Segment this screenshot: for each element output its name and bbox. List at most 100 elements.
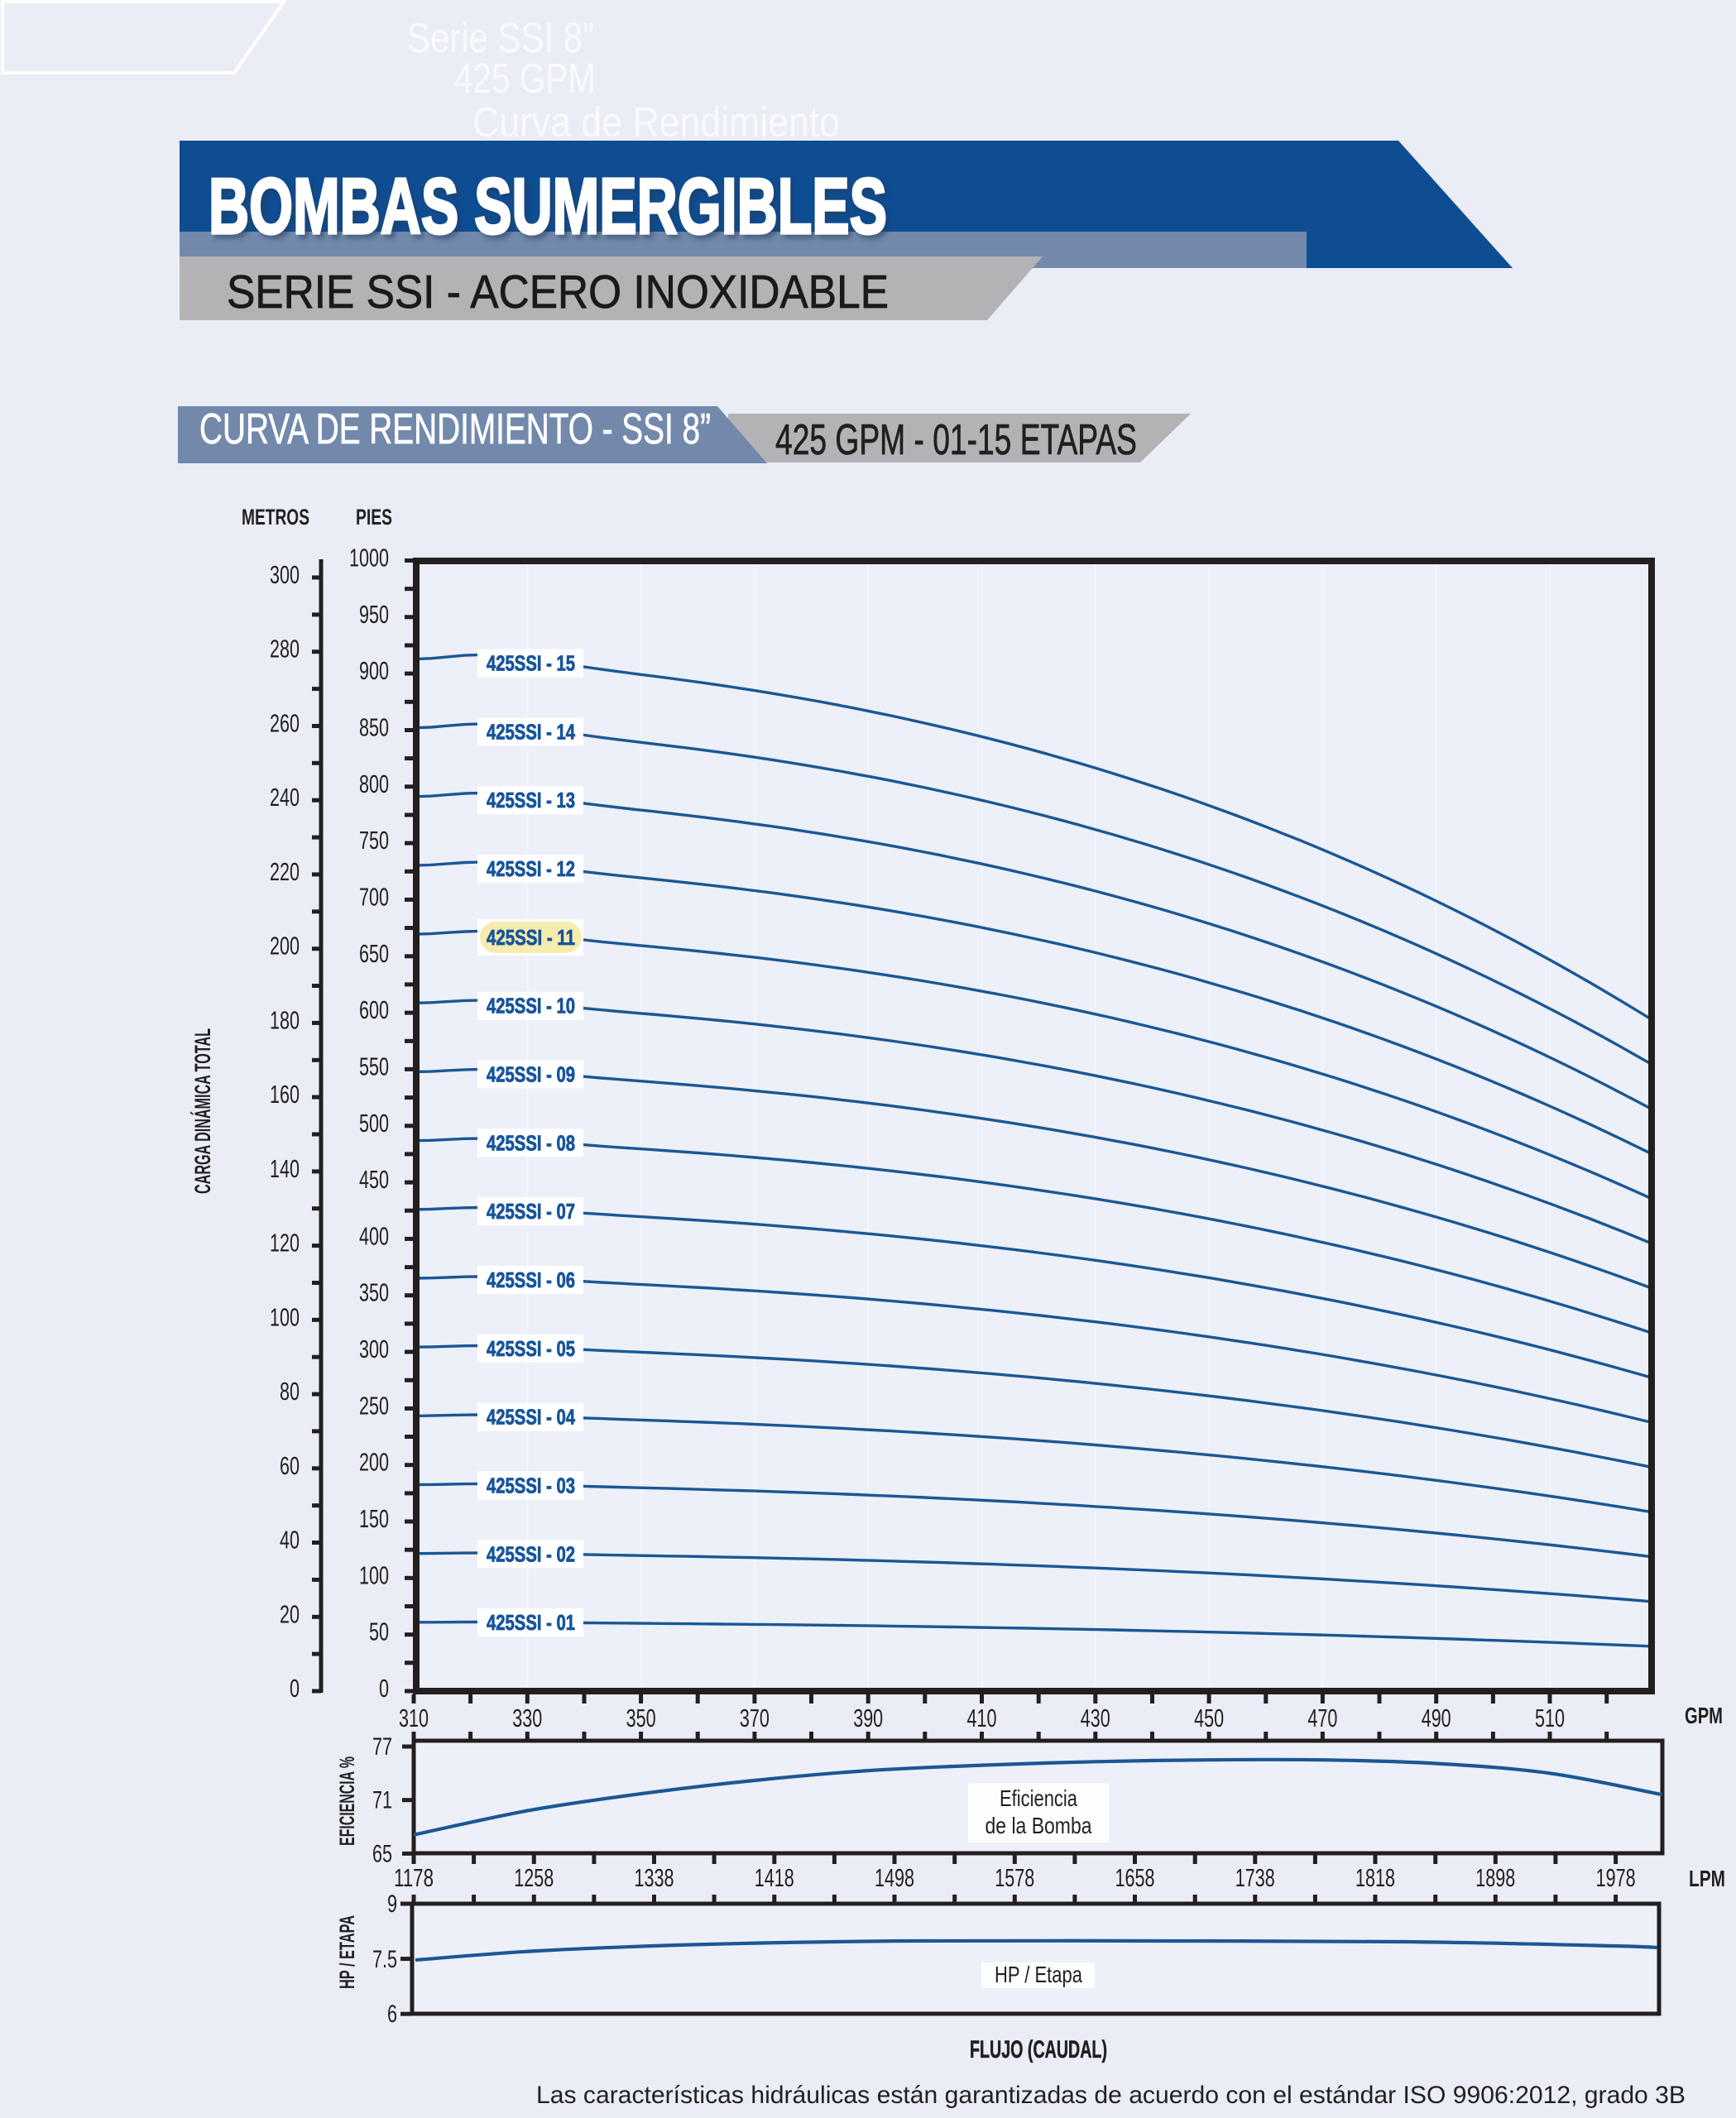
svg-text:150: 150: [359, 1504, 389, 1533]
svg-text:0: 0: [379, 1674, 389, 1703]
svg-text:425SSI - 05: 425SSI - 05: [487, 1336, 575, 1361]
svg-text:425SSI - 09: 425SSI - 09: [487, 1062, 575, 1087]
svg-text:80: 80: [280, 1377, 300, 1406]
svg-text:1578: 1578: [995, 1863, 1034, 1892]
svg-text:330: 330: [512, 1704, 542, 1732]
svg-text:HP / Etapa: HP / Etapa: [995, 1962, 1082, 1987]
svg-text:200: 200: [270, 932, 300, 961]
svg-text:750: 750: [359, 826, 389, 855]
svg-text:450: 450: [1194, 1704, 1224, 1732]
svg-text:120: 120: [270, 1229, 300, 1258]
svg-text:650: 650: [359, 939, 389, 968]
svg-text:350: 350: [626, 1704, 656, 1732]
svg-text:425 GPM: 425 GPM: [454, 55, 596, 102]
svg-text:1898: 1898: [1475, 1863, 1515, 1892]
svg-text:220: 220: [270, 857, 300, 886]
svg-text:CARGA DINÁMICA TOTAL: CARGA DINÁMICA TOTAL: [189, 1028, 215, 1194]
svg-text:de la Bomba: de la Bomba: [985, 1813, 1092, 1838]
svg-text:450: 450: [359, 1165, 389, 1194]
svg-text:FLUJO (CAUDAL): FLUJO (CAUDAL): [970, 2036, 1107, 2063]
svg-text:350: 350: [359, 1278, 389, 1307]
svg-text:900: 900: [359, 656, 389, 685]
svg-text:180: 180: [270, 1005, 300, 1034]
svg-text:425SSI - 13: 425SSI - 13: [487, 788, 575, 812]
svg-text:800: 800: [359, 769, 389, 798]
svg-text:500: 500: [359, 1109, 389, 1138]
svg-text:400: 400: [359, 1221, 389, 1250]
svg-text:100: 100: [359, 1560, 389, 1589]
svg-text:430: 430: [1081, 1704, 1110, 1732]
svg-text:390: 390: [853, 1704, 883, 1732]
svg-text:1418: 1418: [755, 1863, 794, 1892]
svg-text:Eficiencia: Eficiencia: [1000, 1785, 1077, 1811]
svg-text:9: 9: [387, 1890, 397, 1918]
svg-text:LPM: LPM: [1689, 1866, 1725, 1891]
svg-text:1498: 1498: [875, 1863, 914, 1892]
svg-text:100: 100: [270, 1302, 300, 1331]
svg-text:77: 77: [372, 1733, 392, 1761]
svg-text:425SSI - 10: 425SSI - 10: [487, 994, 575, 1018]
svg-text:PIES: PIES: [356, 505, 392, 530]
svg-text:850: 850: [359, 713, 389, 742]
svg-text:160: 160: [270, 1080, 300, 1109]
svg-text:425SSI - 15: 425SSI - 15: [487, 651, 575, 676]
svg-text:310: 310: [399, 1704, 429, 1732]
svg-text:6: 6: [387, 2001, 397, 2028]
svg-text:490: 490: [1422, 1704, 1451, 1732]
svg-text:425SSI - 08: 425SSI - 08: [487, 1130, 575, 1155]
svg-text:950: 950: [359, 600, 389, 629]
svg-text:1178: 1178: [394, 1863, 434, 1892]
svg-text:425SSI - 01: 425SSI - 01: [487, 1610, 575, 1635]
svg-text:425SSI - 04: 425SSI - 04: [487, 1405, 575, 1430]
svg-text:1658: 1658: [1115, 1863, 1155, 1892]
svg-text:CURVA DE RENDIMIENTO - SSI 8”: CURVA DE RENDIMIENTO - SSI 8”: [199, 405, 711, 453]
svg-text:600: 600: [359, 995, 389, 1024]
svg-text:Serie SSI 8”: Serie SSI 8”: [407, 14, 594, 61]
svg-text:65: 65: [372, 1840, 392, 1867]
svg-text:GPM: GPM: [1685, 1703, 1723, 1728]
svg-text:425SSI - 02: 425SSI - 02: [487, 1541, 575, 1566]
svg-text:20: 20: [280, 1599, 300, 1628]
svg-text:250: 250: [359, 1391, 389, 1420]
svg-text:1738: 1738: [1235, 1863, 1275, 1892]
svg-text:510: 510: [1535, 1704, 1565, 1732]
svg-text:1978: 1978: [1596, 1863, 1636, 1892]
svg-text:425SSI - 07: 425SSI - 07: [487, 1199, 575, 1224]
svg-text:280: 280: [270, 635, 300, 664]
svg-text:425SSI - 11: 425SSI - 11: [487, 925, 575, 950]
svg-text:Curva de Rendimiento: Curva de Rendimiento: [472, 98, 840, 146]
svg-text:425SSI - 14: 425SSI - 14: [487, 719, 575, 744]
svg-text:240: 240: [270, 783, 300, 812]
svg-text:BOMBAS SUMERGIBLES: BOMBAS SUMERGIBLES: [209, 162, 887, 251]
svg-text:SERIE SSI - ACERO INOXIDABLE: SERIE SSI - ACERO INOXIDABLE: [227, 266, 889, 319]
svg-text:425SSI - 03: 425SSI - 03: [487, 1473, 575, 1498]
svg-text:BOMBAS SUMERGIBLES: BOMBAS SUMERGIBLES: [212, 166, 890, 255]
svg-text:300: 300: [359, 1335, 389, 1363]
svg-text:140: 140: [270, 1154, 300, 1183]
svg-text:260: 260: [270, 709, 300, 738]
svg-text:40: 40: [280, 1526, 300, 1555]
svg-text:425 GPM - 01-15 ETAPAS: 425 GPM - 01-15 ETAPAS: [775, 416, 1137, 464]
svg-text:METROS: METROS: [242, 505, 309, 530]
svg-text:370: 370: [740, 1704, 770, 1732]
svg-text:700: 700: [359, 882, 389, 911]
svg-text:300: 300: [270, 560, 300, 589]
svg-text:550: 550: [359, 1052, 389, 1081]
svg-text:425SSI - 12: 425SSI - 12: [487, 856, 575, 881]
svg-text:0: 0: [290, 1674, 300, 1703]
svg-text:HP / ETAPA: HP / ETAPA: [336, 1915, 359, 1989]
svg-text:60: 60: [280, 1451, 300, 1480]
svg-text:200: 200: [359, 1448, 389, 1477]
svg-text:1000: 1000: [349, 544, 389, 573]
svg-text:50: 50: [369, 1617, 389, 1646]
svg-text:1818: 1818: [1355, 1863, 1395, 1892]
svg-text:1258: 1258: [514, 1863, 554, 1892]
svg-text:1338: 1338: [635, 1863, 674, 1892]
svg-text:410: 410: [967, 1704, 997, 1732]
svg-text:71: 71: [372, 1787, 392, 1814]
svg-text:EFICIENCIA %: EFICIENCIA %: [336, 1756, 359, 1846]
svg-text:470: 470: [1307, 1704, 1337, 1732]
svg-text:425SSI - 06: 425SSI - 06: [487, 1267, 575, 1292]
svg-text:Las características hidráulica: Las características hidráulicas están ga…: [536, 2082, 1686, 2109]
svg-text:7.5: 7.5: [372, 1946, 397, 1973]
